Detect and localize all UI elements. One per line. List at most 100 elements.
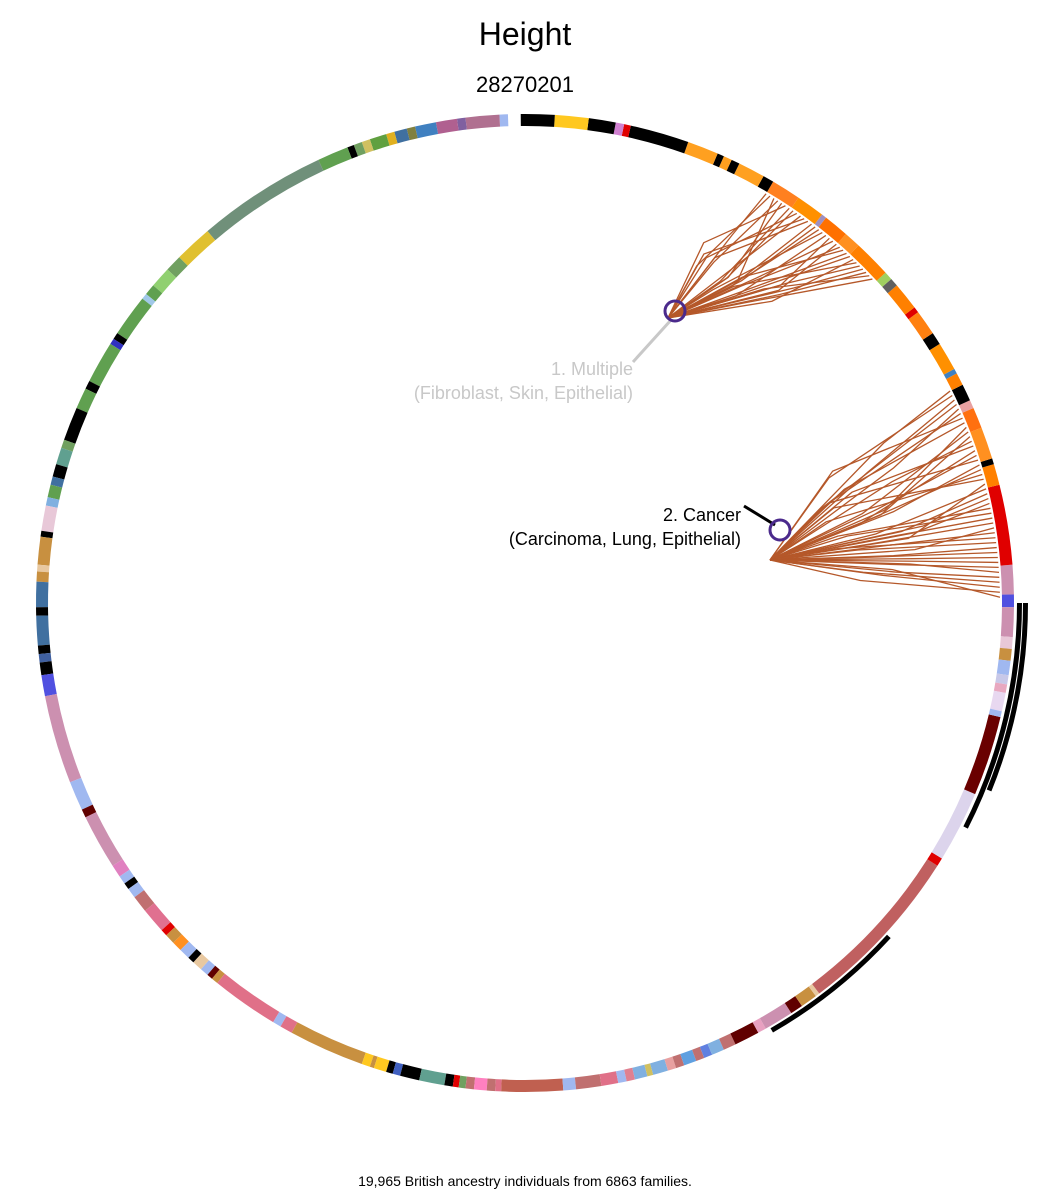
tree-branch — [667, 218, 805, 319]
ring-segment — [386, 1060, 396, 1074]
tree-branch — [667, 249, 844, 319]
ring-segment — [644, 1063, 654, 1077]
ring-segment — [616, 1069, 627, 1084]
ring-segment — [41, 505, 58, 533]
tree-branch — [667, 252, 847, 319]
ring-segment — [759, 1003, 792, 1029]
ring-segment — [128, 882, 145, 898]
ring-segment — [134, 890, 155, 911]
ring-segment — [882, 278, 897, 294]
ring-segment — [38, 652, 52, 663]
ring-segment — [167, 257, 188, 278]
tree-branch — [769, 512, 992, 561]
tree-branch — [769, 464, 980, 561]
annotation-1-leader — [631, 318, 673, 364]
tree-branch — [769, 537, 996, 561]
ring-segment — [465, 114, 501, 130]
ring-segment — [943, 368, 957, 380]
ring-segment — [931, 789, 976, 859]
ring-segment — [50, 476, 65, 488]
ring-segment — [361, 139, 374, 154]
ring-segment — [837, 233, 859, 255]
ring-segment — [501, 1078, 564, 1092]
ring-segment — [818, 217, 846, 244]
ring-segment — [85, 380, 100, 394]
tree-branch — [769, 559, 1000, 593]
ring-segment — [173, 934, 189, 950]
ring-segment — [752, 1018, 766, 1033]
annotation-2-leader — [743, 504, 776, 527]
ring-segment — [1000, 564, 1014, 595]
ring-segment — [784, 996, 802, 1014]
ring-segment — [56, 447, 73, 468]
ring-segment — [369, 1055, 378, 1069]
ring-segment — [419, 1068, 447, 1086]
ring-segment — [982, 464, 1000, 488]
ring-segment — [35, 581, 49, 608]
ring-segment — [996, 659, 1011, 676]
ring-segment — [808, 983, 820, 997]
tree-branch — [769, 559, 1000, 573]
ring-segment — [36, 615, 50, 646]
annotation-2-detail: (Carcinoma, Lung, Epithelial) — [509, 529, 741, 549]
tree-branch — [769, 454, 977, 561]
ring-segment — [999, 636, 1013, 650]
ring-segment — [951, 384, 970, 406]
ring-segment — [624, 1067, 636, 1082]
annotation-1-node-marker — [663, 299, 687, 323]
tree-branch — [769, 440, 972, 561]
ring-segment — [166, 927, 182, 943]
ring-segment — [45, 497, 60, 508]
ring-segment — [70, 777, 93, 810]
ring-segment — [318, 147, 352, 171]
ring-segment — [373, 1056, 390, 1072]
tree-branch — [667, 212, 798, 319]
ring-segment — [347, 144, 358, 159]
figure-title: Height — [478, 16, 572, 52]
ring-segment — [37, 536, 53, 566]
ring-segment — [499, 114, 509, 127]
tree-branch — [667, 278, 873, 319]
annotation-2-title: 2. Cancer — [663, 505, 741, 525]
ring-segment — [110, 338, 124, 351]
ring-segment — [386, 131, 398, 146]
ring-segment — [904, 307, 919, 320]
ring-segment — [929, 343, 955, 375]
ring-segment — [52, 464, 68, 480]
ring-segment — [85, 812, 123, 866]
ring-segment — [36, 571, 49, 583]
tree-branch — [667, 262, 857, 319]
ring-segment — [211, 969, 225, 984]
figure-caption: 19,965 British ancestry individuals from… — [358, 1173, 692, 1189]
tree-branch — [769, 559, 1001, 598]
tree-branch — [769, 473, 983, 561]
ring-segment — [719, 1033, 736, 1050]
ring-segment — [613, 122, 625, 136]
ring-segment — [574, 1074, 602, 1090]
ring-segment — [44, 694, 82, 783]
ring-segment — [193, 953, 209, 970]
ring-segment — [987, 484, 1013, 566]
ring-segment — [188, 949, 202, 963]
annotation-2-node-marker — [768, 518, 792, 542]
ring-segment — [113, 333, 128, 346]
ring-segment — [142, 293, 156, 307]
tree-branch — [667, 275, 870, 319]
ring-segment — [795, 986, 816, 1006]
ring-segment — [124, 876, 139, 890]
ring-segment — [699, 1043, 713, 1058]
tree-branch — [667, 220, 809, 319]
tree-branch — [667, 200, 779, 319]
ring-segment — [486, 1078, 496, 1092]
tree-branch — [667, 215, 801, 319]
ring-segment — [922, 333, 940, 351]
ring-segment — [1001, 594, 1014, 608]
ring-segment — [291, 1022, 366, 1064]
ring-segment — [814, 214, 827, 228]
tree-branch — [769, 541, 997, 561]
ring-segment — [179, 231, 216, 266]
ring-segment — [520, 114, 555, 127]
figure-subtitle: 28270201 — [476, 72, 574, 97]
ring-segment — [767, 181, 799, 208]
